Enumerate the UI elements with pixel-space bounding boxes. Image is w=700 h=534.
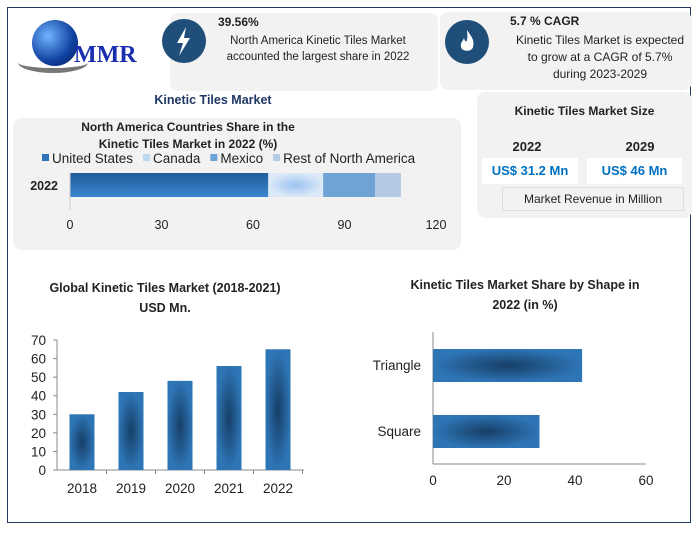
market-size-card: Kinetic Tiles Market Size 2022 2029 US$ … [477,92,692,218]
stat-share-text: North America Kinetic Tiles Market accou… [226,35,410,63]
logo-text: MMR [74,42,137,68]
market-size-title: Kinetic Tiles Market Size [514,104,655,118]
legend-swatch [273,154,281,161]
x-tick-label: 120 [426,218,447,232]
x-tick-label: 2022 [263,481,293,496]
value-2029: US$ 46 Mn [587,158,682,184]
stat-card-cagr: 5.7 % CAGR Kinetic Tiles Market is expec… [440,12,692,90]
main-title: Kinetic Tiles Market [154,93,272,107]
swoosh-icon [18,52,88,73]
category-label: Square [377,424,421,439]
x-tick-label: 40 [567,473,582,488]
y-tick-label: 30 [31,407,46,422]
stacked-chart-title: North America Countries Share in the Kin… [81,120,295,151]
x-tick-label: 20 [496,473,511,488]
shape-bar-square [433,415,540,448]
legend-label: United States [52,151,133,166]
x-tick-label: 60 [638,473,653,488]
bar-segment-mexico [323,173,375,197]
lightning-icon [162,19,206,63]
x-tick-label: 30 [155,218,169,232]
market-size-note: Market Revenue in Million [502,187,684,211]
shape-chart-title: Kinetic Tiles Market Share by Shape in 2… [410,278,640,312]
stat-card-share: 39.56% North America Kinetic Tiles Marke… [162,13,438,91]
y-tick-label: 50 [31,370,46,385]
stat-cagr-value: 5.7 % CAGR [510,14,580,28]
column-bar-2020 [167,380,193,470]
mmr-logo: MMR [16,16,146,76]
value-2022: US$ 31.2 Mn [482,158,578,184]
y-tick-label: 70 [31,333,46,348]
stat-share-value: 39.56% [218,15,259,29]
category-label: 2022 [30,179,58,193]
y-tick-label: 20 [31,426,46,441]
y-tick-label: 10 [31,444,46,459]
x-tick-label: 2019 [116,481,146,496]
year-2022: 2022 [512,139,542,154]
y-tick-label: 60 [31,352,46,367]
column-chart-title: Global Kinetic Tiles Market (2018-2021) … [49,281,281,315]
category-label: Triangle [373,358,421,373]
year-2029: 2029 [625,139,655,154]
x-tick-label: 2021 [214,481,244,496]
bar-segment-canada [268,173,324,197]
legend-label: Canada [153,151,201,166]
flame-icon [445,20,489,64]
column-bar-2022 [265,349,291,470]
bar-segment-united-states [70,173,269,197]
bar-segment-rest-of-north-america [375,173,401,197]
x-tick-label: 0 [429,473,437,488]
x-tick-label: 2020 [165,481,195,496]
column-bar-2019 [118,392,144,470]
frame-border [7,7,691,523]
x-tick-label: 2018 [67,481,97,496]
column-bar-2021 [216,366,242,470]
shape-bar-triangle [433,349,583,382]
x-tick-label: 60 [246,218,260,232]
legend-label: Mexico [220,151,263,166]
x-tick-label: 0 [67,218,74,232]
legend-swatch [210,154,218,161]
y-tick-label: 0 [38,463,46,478]
y-tick-label: 40 [31,389,46,404]
legend-swatch [143,154,151,161]
column-bar-2018 [69,414,95,470]
x-tick-label: 90 [338,218,352,232]
legend-label: Rest of North America [283,151,416,166]
stat-cagr-text: Kinetic Tiles Market is expected to grow… [515,33,685,81]
legend-swatch [42,154,49,161]
